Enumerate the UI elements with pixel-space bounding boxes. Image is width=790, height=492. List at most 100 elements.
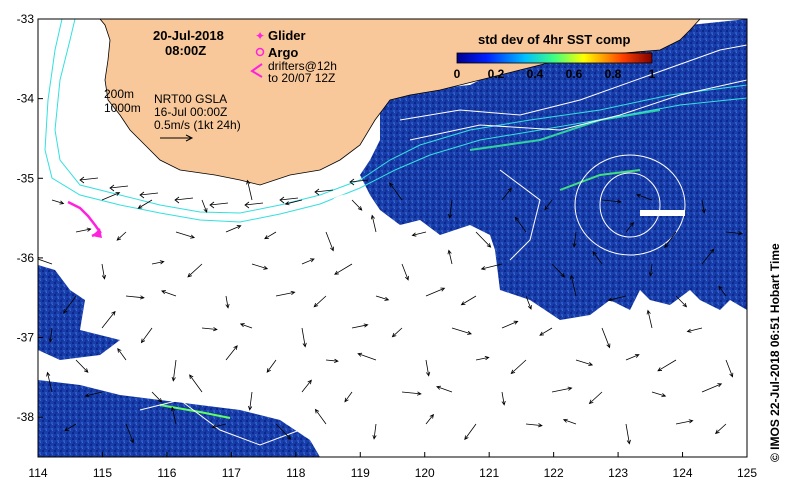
current-vector-arrow xyxy=(239,323,253,329)
current-vector-arrow xyxy=(714,423,727,435)
x-tick-label: 123 xyxy=(608,466,628,480)
y-tick-label: -38 xyxy=(17,410,35,424)
isobath-1000m xyxy=(44,19,747,223)
current-vector-arrow xyxy=(436,385,453,393)
current-vector-arrow xyxy=(675,419,694,425)
current-vector-arrow xyxy=(425,359,431,377)
x-tick-label: 117 xyxy=(222,466,241,480)
y-tick-label: -33 xyxy=(17,12,35,26)
current-vector-arrow xyxy=(370,214,377,233)
current-vector-arrow xyxy=(325,358,339,363)
current-vector-arrow xyxy=(314,188,334,196)
current-vector-arrow xyxy=(101,263,107,280)
current-vector-arrow xyxy=(675,295,688,308)
colorbar-tick-label: 0.2 xyxy=(488,67,505,81)
drifter-marker xyxy=(92,228,102,238)
current-vector-arrow xyxy=(425,413,435,425)
current-vector-arrow xyxy=(625,423,631,445)
isobath-1000m-label: 1000m xyxy=(104,101,141,115)
current-vector-arrow xyxy=(175,231,196,239)
colorbar xyxy=(456,52,653,64)
current-vector-arrow xyxy=(209,201,229,209)
current-vector-arrow xyxy=(46,371,53,393)
current-vector-arrow xyxy=(140,327,153,344)
x-tick-label: 121 xyxy=(479,466,499,480)
current-vectors xyxy=(38,176,743,445)
gsla-contour xyxy=(499,169,541,261)
x-tick-label: 116 xyxy=(157,466,176,480)
gsla-eddy-contour xyxy=(599,172,661,238)
current-vector-arrow xyxy=(244,201,264,209)
current-vector-arrow xyxy=(401,263,409,281)
current-vector-arrow xyxy=(301,379,312,393)
sst-filament xyxy=(469,109,661,151)
x-axis: 114 115 116 117 118 119 120 121 122 123 124 125 xyxy=(28,452,757,480)
colorbar-title: std dev of 4hr SST comp xyxy=(478,32,630,47)
current-vector-arrow xyxy=(625,353,640,361)
sst-data-region-west xyxy=(38,265,120,360)
current-vector-arrow xyxy=(525,295,532,310)
current-vector-arrow xyxy=(389,182,403,201)
current-vector-arrow xyxy=(544,199,553,211)
x-tick-label: 118 xyxy=(286,466,305,480)
current-vector-arrow xyxy=(447,249,453,265)
current-vector-arrow xyxy=(264,231,277,240)
current-vector-arrow xyxy=(725,231,743,236)
legend-drifters-1: drifters@12h xyxy=(268,59,337,73)
current-vector-arrow xyxy=(275,290,296,297)
legend-drifters-2: to 20/07 12Z xyxy=(268,71,335,85)
current-vector-arrow xyxy=(171,359,177,382)
current-vector-arrow xyxy=(125,295,145,300)
current-vector-arrow xyxy=(411,231,427,237)
current-vector-arrow xyxy=(375,295,390,301)
scale-label: 0.5m/s (1kt 24h) xyxy=(154,118,241,132)
current-vector-arrow xyxy=(116,231,127,241)
current-vector-arrow xyxy=(718,285,727,297)
sst-filament xyxy=(159,404,231,419)
gsla-label-2: 16-Jul 00:00Z xyxy=(154,105,227,119)
current-vector-arrow xyxy=(501,320,519,329)
current-vector-arrow xyxy=(592,251,603,265)
current-vector-arrow xyxy=(211,423,227,429)
current-vector-arrow xyxy=(460,295,477,306)
glider-icon: ✦ xyxy=(255,29,265,43)
current-vector-arrow xyxy=(189,374,203,393)
legend-argo: Argo xyxy=(268,45,298,60)
current-vector-arrow xyxy=(701,248,715,265)
current-vector-arrow xyxy=(187,263,203,278)
current-vector-arrow xyxy=(501,187,512,201)
current-vector-arrow xyxy=(75,359,89,373)
argo-icon xyxy=(255,47,265,57)
x-tick-label: 114 xyxy=(28,466,47,480)
current-vector-arrow xyxy=(607,295,627,302)
current-vector-arrow xyxy=(636,193,653,201)
current-vector-arrow xyxy=(161,290,177,297)
current-vector-arrow xyxy=(514,216,527,233)
sst-data-region-south xyxy=(38,380,320,457)
current-vector-arrow xyxy=(201,199,208,213)
current-vector-arrow xyxy=(84,391,103,398)
current-vector-arrow xyxy=(525,423,543,428)
current-vector-arrow xyxy=(664,231,677,249)
current-vector-arrow xyxy=(101,310,116,329)
current-vector-arrow xyxy=(625,221,635,233)
current-vector-arrow xyxy=(539,327,553,336)
legend-glider: Glider xyxy=(268,28,306,43)
current-vector-arrow xyxy=(572,231,577,248)
gsla-eddy-contour xyxy=(574,154,686,256)
current-vector-arrow xyxy=(701,199,706,214)
current-vector-arrow xyxy=(79,176,99,184)
colorbar-ticks: 0 0.2 0.4 0.6 0.8 1 xyxy=(454,67,656,81)
current-vector-arrow xyxy=(351,323,369,329)
sst-gap xyxy=(328,194,372,222)
current-vector-arrow xyxy=(551,263,566,278)
current-vector-arrow xyxy=(334,263,353,275)
current-vector-arrow xyxy=(279,196,299,204)
gsla-contour xyxy=(409,79,747,141)
colorbar-tick-label: 0 xyxy=(454,67,461,81)
current-vector-arrow xyxy=(201,327,218,332)
current-vector-arrow xyxy=(117,347,127,361)
current-vector-arrow xyxy=(562,418,577,425)
current-vector-arrow xyxy=(75,227,92,233)
